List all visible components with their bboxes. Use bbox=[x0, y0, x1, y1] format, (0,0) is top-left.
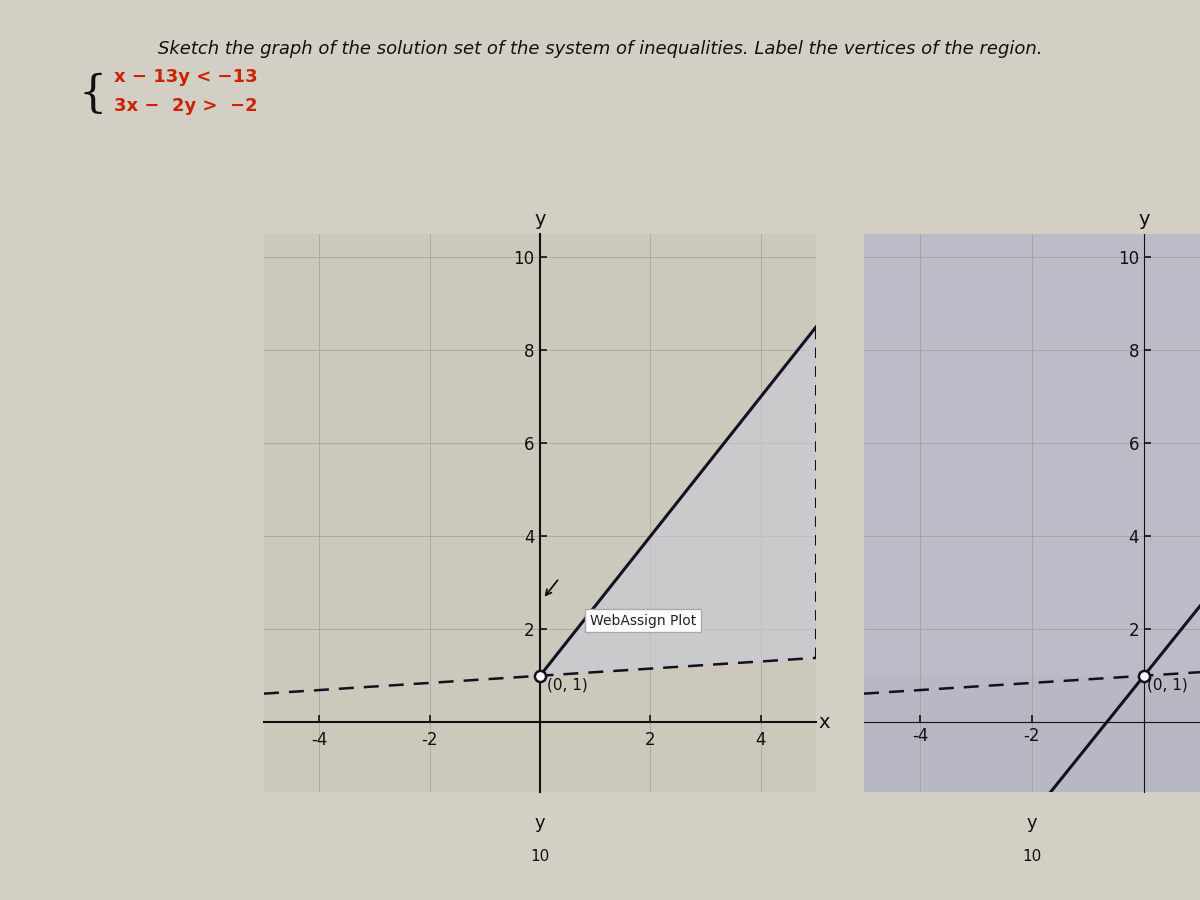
Text: 3x −  2y >  −2: 3x − 2y > −2 bbox=[114, 97, 258, 115]
Text: y: y bbox=[1139, 210, 1150, 230]
Text: (0, 1): (0, 1) bbox=[1147, 678, 1188, 693]
Text: 10: 10 bbox=[530, 850, 550, 864]
Polygon shape bbox=[540, 327, 816, 676]
Text: y: y bbox=[1027, 814, 1037, 832]
Text: Sketch the graph of the solution set of the system of inequalities. Label the ve: Sketch the graph of the solution set of … bbox=[157, 40, 1043, 58]
Text: 10: 10 bbox=[1022, 850, 1042, 864]
Text: x − 13y < −13: x − 13y < −13 bbox=[114, 68, 258, 86]
Text: x: x bbox=[818, 713, 830, 732]
Polygon shape bbox=[864, 234, 1200, 676]
Text: WebAssign Plot: WebAssign Plot bbox=[589, 614, 696, 627]
Text: y: y bbox=[535, 814, 545, 832]
Text: (0, 1): (0, 1) bbox=[547, 678, 587, 693]
Text: y: y bbox=[534, 210, 546, 230]
Text: {: { bbox=[78, 73, 107, 116]
